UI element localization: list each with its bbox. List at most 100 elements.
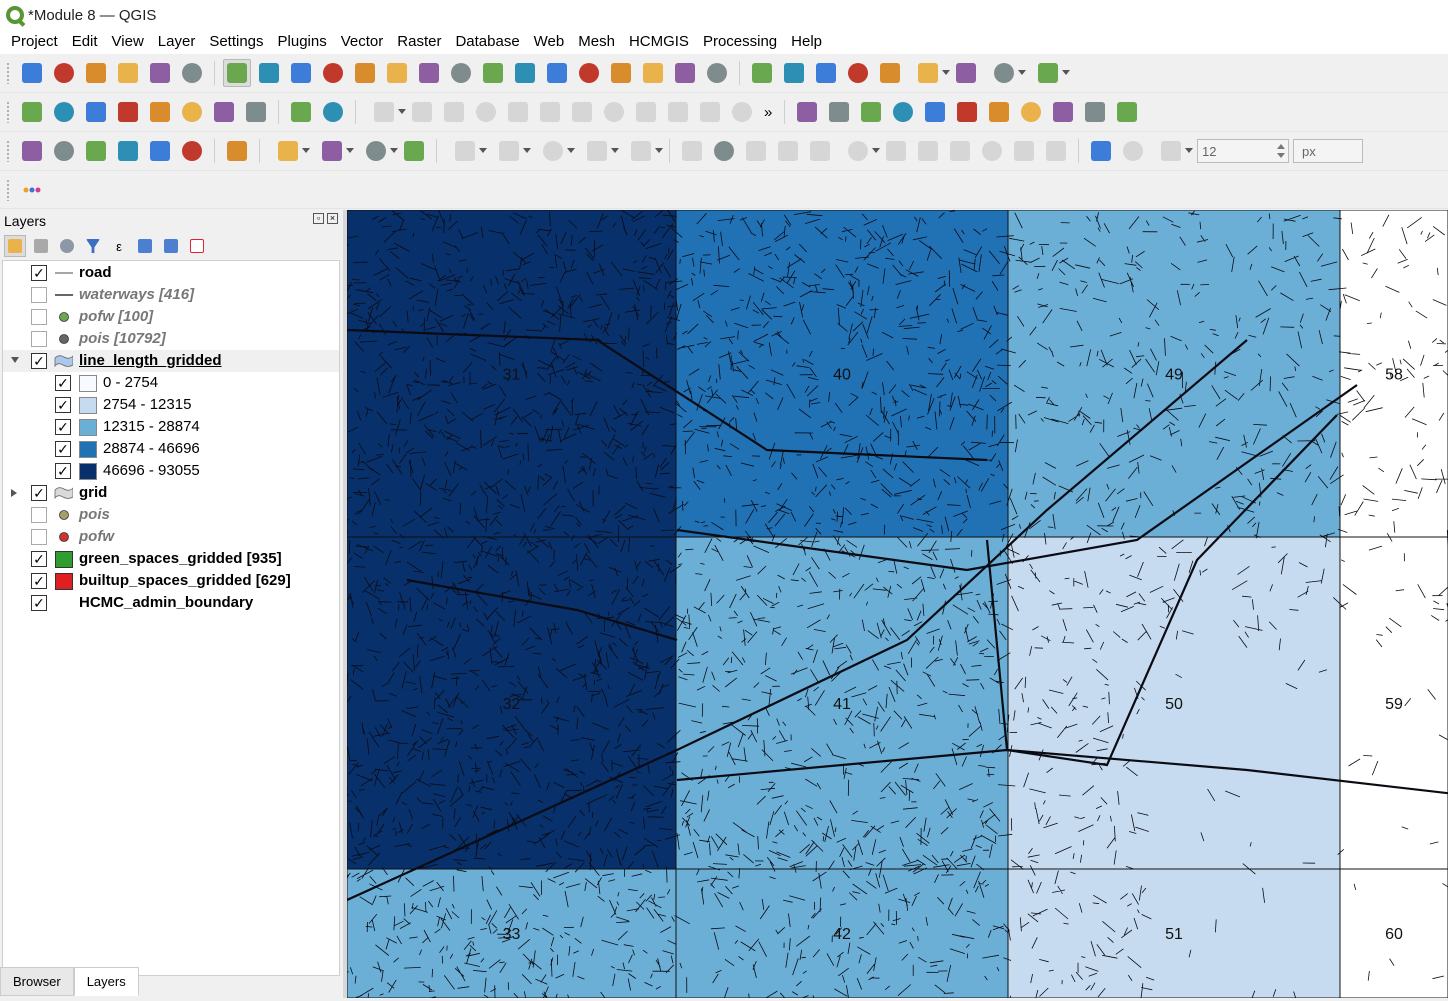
add-wms-icon[interactable] xyxy=(146,137,174,165)
filter-expression-icon[interactable]: ε xyxy=(116,238,122,254)
zoom-native-icon[interactable] xyxy=(447,59,475,87)
layer-item[interactable]: pofw [100] xyxy=(3,306,339,328)
expand-arrow-icon[interactable] xyxy=(11,489,17,497)
digitize-12-icon[interactable] xyxy=(728,98,756,126)
add-group-icon[interactable] xyxy=(30,235,52,257)
undo-icon[interactable] xyxy=(1010,137,1038,165)
pan-to-selection-icon[interactable] xyxy=(255,59,283,87)
show-bookmarks-icon[interactable] xyxy=(639,59,667,87)
vertex-tool-icon[interactable] xyxy=(806,137,834,165)
redo-icon[interactable] xyxy=(1042,137,1070,165)
help-icon[interactable] xyxy=(223,137,251,165)
layout-manager-icon[interactable] xyxy=(146,59,174,87)
menu-database[interactable]: Database xyxy=(455,33,520,50)
annotation-icon[interactable] xyxy=(1028,59,1070,87)
open-project-icon[interactable] xyxy=(50,59,78,87)
add-mesh-icon[interactable] xyxy=(178,137,206,165)
toggle-edit-icon[interactable] xyxy=(678,137,706,165)
toolbar-handle[interactable] xyxy=(6,101,10,123)
toolbar-handle[interactable] xyxy=(6,178,10,201)
spin-arrows-icon[interactable] xyxy=(1276,142,1286,160)
layer-visibility-checkbox[interactable]: ✓ xyxy=(55,397,71,413)
layer-visibility-checkbox[interactable]: ✓ xyxy=(55,375,71,391)
layer-visibility-checkbox[interactable]: ✓ xyxy=(31,353,47,369)
zoom-last-icon[interactable] xyxy=(479,59,507,87)
close-panel-icon[interactable]: × xyxy=(327,213,338,224)
add-feature-icon[interactable] xyxy=(774,137,802,165)
magic-wand-icon[interactable] xyxy=(857,98,885,126)
label-hide-icon[interactable] xyxy=(114,98,142,126)
select-features-icon[interactable] xyxy=(268,137,310,165)
legend-class-item[interactable]: ✓ 12315 - 28874 xyxy=(3,416,339,438)
grid-cell[interactable] xyxy=(675,536,1009,870)
layer-visibility-checkbox[interactable]: ✓ xyxy=(55,419,71,435)
digitize-10-icon[interactable] xyxy=(664,98,692,126)
menu-plugins[interactable]: Plugins xyxy=(277,33,327,50)
layer-visibility-checkbox[interactable] xyxy=(31,507,47,523)
map-tips-icon[interactable] xyxy=(952,59,980,87)
remove-layer-icon[interactable] xyxy=(186,235,208,257)
digitize-1-icon[interactable] xyxy=(364,98,406,126)
georef-raster-icon[interactable] xyxy=(825,98,853,126)
edit-d-icon[interactable] xyxy=(577,137,619,165)
grid-cell[interactable] xyxy=(1007,536,1341,870)
expand-all-icon[interactable] xyxy=(134,235,156,257)
edit-c-icon[interactable] xyxy=(533,137,575,165)
zoom-to-layer-icon[interactable] xyxy=(415,59,443,87)
label-diagram-icon[interactable] xyxy=(50,98,78,126)
label-change-icon[interactable] xyxy=(242,98,270,126)
color-dots-icon[interactable] xyxy=(18,176,46,204)
topology-icon[interactable] xyxy=(319,98,347,126)
digitize-7-icon[interactable] xyxy=(568,98,596,126)
layer-visibility-checkbox[interactable]: ✓ xyxy=(31,551,47,567)
identify-icon[interactable] xyxy=(748,59,776,87)
snapping-icon[interactable] xyxy=(1087,137,1115,165)
zoom-next-icon[interactable] xyxy=(511,59,539,87)
new-print-layout-icon[interactable] xyxy=(114,59,142,87)
legend-class-item[interactable]: ✓ 0 - 2754 xyxy=(3,372,339,394)
zoom-out-icon[interactable] xyxy=(319,59,347,87)
digitize-5-icon[interactable] xyxy=(504,98,532,126)
panel-splitter[interactable] xyxy=(343,210,347,998)
snapping-tolerance-input[interactable]: 12 xyxy=(1197,139,1289,163)
deselect-icon[interactable] xyxy=(356,137,398,165)
layer-visibility-checkbox[interactable]: ✓ xyxy=(31,265,47,281)
new-bookmark-icon[interactable] xyxy=(607,59,635,87)
layer-visibility-checkbox[interactable]: ✓ xyxy=(55,441,71,457)
style-manager-icon[interactable] xyxy=(178,59,206,87)
pan-icon[interactable] xyxy=(223,59,251,87)
pencil-icon[interactable] xyxy=(710,137,738,165)
grid-cell[interactable] xyxy=(1339,536,1448,870)
grid-cell[interactable] xyxy=(1339,868,1448,998)
save-edits-icon[interactable] xyxy=(742,137,770,165)
edit-b-icon[interactable] xyxy=(489,137,531,165)
label-rotate-icon[interactable] xyxy=(210,98,238,126)
edit-e-icon[interactable] xyxy=(621,137,663,165)
edit-a-icon[interactable] xyxy=(445,137,487,165)
add-raster-layer-icon[interactable] xyxy=(50,137,78,165)
layer-visibility-checkbox[interactable] xyxy=(31,287,47,303)
digitize-11-icon[interactable] xyxy=(696,98,724,126)
add-vector-layer-icon[interactable] xyxy=(18,137,46,165)
layer-visibility-checkbox[interactable]: ✓ xyxy=(31,485,47,501)
collapse-all-icon[interactable] xyxy=(160,235,182,257)
label-pin-icon[interactable] xyxy=(82,98,110,126)
label-show-icon[interactable] xyxy=(146,98,174,126)
measure-icon[interactable] xyxy=(908,59,950,87)
cut-features-icon[interactable] xyxy=(914,137,942,165)
paste-features-icon[interactable] xyxy=(978,137,1006,165)
layer-visibility-checkbox[interactable]: ✓ xyxy=(31,595,47,611)
layer-item[interactable]: ✓ road xyxy=(3,262,339,284)
legend-class-item[interactable]: ✓ 2754 - 12315 xyxy=(3,394,339,416)
add-delimited-icon[interactable] xyxy=(82,137,110,165)
save-project-icon[interactable] xyxy=(82,59,110,87)
snap-vertex-icon[interactable] xyxy=(1119,137,1147,165)
grid-cell[interactable] xyxy=(347,868,677,998)
digitize-9-icon[interactable] xyxy=(632,98,660,126)
snap-type-icon[interactable] xyxy=(1151,137,1193,165)
digitize-2-icon[interactable] xyxy=(408,98,436,126)
layer-visibility-checkbox[interactable] xyxy=(31,309,47,325)
field-calculator-icon[interactable] xyxy=(812,59,840,87)
menu-mesh[interactable]: Mesh xyxy=(578,33,615,50)
layer-item[interactable]: ✓ builtup_spaces_gridded [629] xyxy=(3,570,339,592)
